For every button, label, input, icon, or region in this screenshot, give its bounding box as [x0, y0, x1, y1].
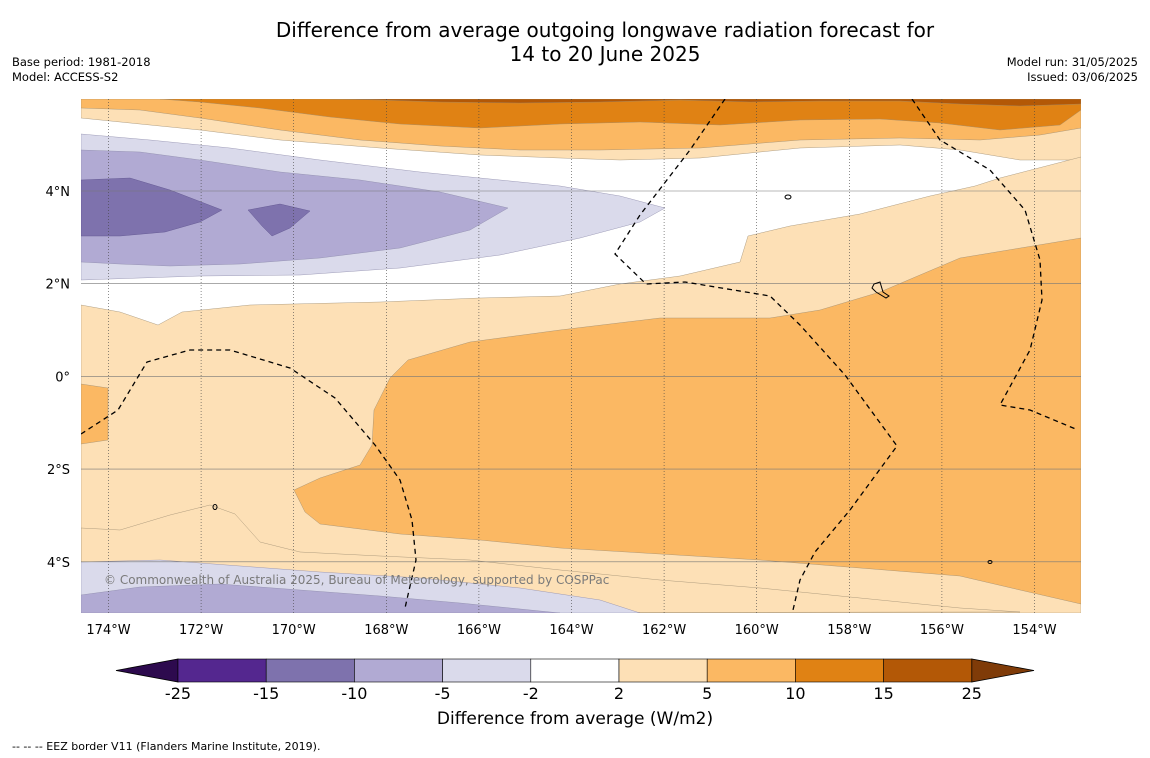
colorbar	[115, 658, 1035, 683]
lon-tick-label: 168°W	[364, 623, 408, 638]
lat-tick-label: 2°N	[46, 278, 71, 293]
colorbar-band	[265, 658, 355, 683]
colorbar-extend-low	[115, 658, 179, 683]
model-name: Model: ACCESS-S2	[12, 70, 119, 84]
title-line-1: Difference from average outgoing longwav…	[275, 18, 935, 42]
lon-tick-label: 164°W	[549, 623, 593, 638]
eez-border-west	[81, 349, 417, 609]
north-band-10-15	[159, 99, 1081, 131]
lat-tick-label: 0°	[55, 370, 70, 385]
lon-tick-label: 166°W	[457, 623, 501, 638]
chart-title: Difference from average outgoing longwav…	[0, 18, 1150, 66]
colorbar-band	[618, 658, 708, 683]
lon-tick-label: 162°W	[642, 623, 686, 638]
colorbar-tick-label: 10	[785, 684, 805, 703]
map-fill-layers	[81, 99, 1081, 613]
island-marker-4	[987, 560, 993, 564]
lat-tick-label: 2°S	[47, 463, 70, 478]
island-marker-3	[212, 504, 218, 510]
north-band-neg-10-15-west	[81, 177, 223, 237]
copyright-text: © Commonwealth of Australia 2025, Bureau…	[104, 573, 609, 587]
lon-tick-label: 170°W	[272, 623, 316, 638]
map-gridlines	[81, 99, 1081, 613]
colorbar-tick-label: -15	[253, 684, 279, 703]
colorbar-band	[883, 658, 973, 683]
colorbar-extend-high	[971, 658, 1035, 683]
colorbar-band	[795, 658, 884, 683]
north-band-neg-10-15-east	[247, 203, 311, 237]
lon-tick-label: 172°W	[179, 623, 223, 638]
colorbar-label: Difference from average (W/m2)	[436, 709, 714, 729]
latitude-axis: 4°N 2°N 0° 2°S 4°S	[46, 185, 71, 571]
colorbar-tick-label: -2	[523, 684, 539, 703]
colorbar-tick-label: -5	[435, 684, 451, 703]
islands	[212, 194, 993, 564]
lon-tick-label: 174°W	[86, 623, 130, 638]
eez-border-east	[911, 99, 1079, 431]
lon-tick-label: 158°W	[827, 623, 871, 638]
eez-borders	[81, 99, 1079, 611]
colorbar-band	[706, 658, 796, 683]
eez-border-north	[614, 99, 898, 611]
lon-tick-label: 156°W	[920, 623, 964, 638]
colorbar-band	[177, 658, 267, 683]
colorbar-tick-label: -25	[165, 684, 191, 703]
issued-date: Issued: 03/06/2025	[1027, 70, 1138, 84]
north-band-15-25	[329, 99, 1081, 107]
island-marker-1	[784, 194, 792, 200]
colorbar-band	[442, 658, 532, 683]
south-band-neg-5-10	[81, 583, 561, 613]
colorbar-band	[530, 658, 620, 683]
colorbar-tick-label: 2	[614, 684, 624, 703]
colorbar-tick-label: 25	[962, 684, 982, 703]
colorbar-band	[354, 658, 443, 683]
colorbar-tick-label: -10	[341, 684, 367, 703]
lat-tick-label: 4°S	[47, 556, 70, 571]
island-marker-2	[871, 281, 890, 299]
colorbar-tick-label: 5	[702, 684, 712, 703]
longitude-axis: 174°W 172°W 170°W 168°W 166°W 164°W 162°W 160°W…	[86, 623, 1056, 638]
meta-right: Model run: 31/05/2025 Issued: 03/06/2025	[1007, 55, 1138, 85]
eez-footnote: -- -- -- EEZ border V11 (Flanders Marine…	[12, 740, 321, 753]
base-period: Base period: 1981-2018	[12, 55, 151, 69]
model-run: Model run: 31/05/2025	[1006, 55, 1138, 69]
lon-tick-label: 154°W	[1012, 623, 1056, 638]
west-patch-5-10	[81, 383, 109, 445]
lon-tick-label: 160°W	[735, 623, 779, 638]
title-line-2: 14 to 20 June 2025	[509, 42, 701, 66]
lat-tick-label: 4°N	[46, 185, 71, 200]
colorbar-ticks: -25 -15 -10 -5 -2 2 5 10 15 25	[165, 684, 982, 703]
colorbar-tick-label: 15	[873, 684, 893, 703]
meta-left: Base period: 1981-2018 Model: ACCESS-S2	[12, 55, 151, 85]
